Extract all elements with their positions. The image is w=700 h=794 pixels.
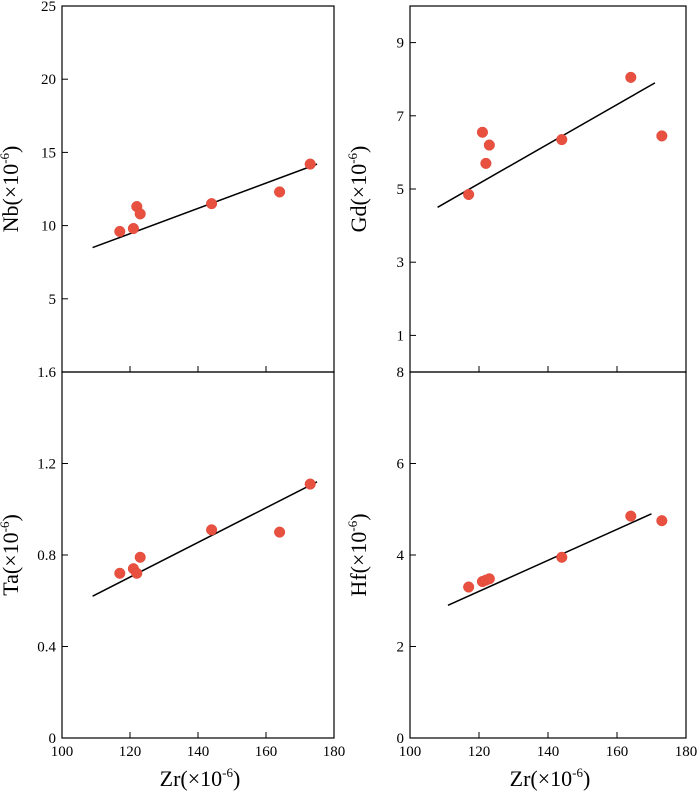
chart-panel-top-right: 1 3 5 7 9 Gd(×10-6) <box>345 5 687 373</box>
y-tick-label: 1.2 <box>37 457 56 473</box>
y-tick-label: 9 <box>397 36 405 52</box>
plot-frame <box>409 371 687 739</box>
data-point <box>556 551 568 563</box>
plot-frame <box>61 371 335 739</box>
plot-frame <box>61 5 335 373</box>
x-tick-label: 180 <box>323 744 346 760</box>
x-tick-label: 160 <box>606 744 629 760</box>
y-tick-label: 2 <box>397 640 405 656</box>
y-tick-label: 0 <box>49 731 57 747</box>
data-point <box>656 130 668 142</box>
trend-line <box>92 163 318 249</box>
data-point <box>274 526 286 538</box>
y-tick-label: 15 <box>41 145 56 161</box>
data-point <box>206 524 218 536</box>
data-point <box>656 515 668 527</box>
x-tick-label: 100 <box>51 744 74 760</box>
y-axis-title: Nb(×10-6) <box>0 146 23 233</box>
data-point <box>556 134 568 146</box>
data-point <box>463 188 475 201</box>
trend-line <box>447 513 652 607</box>
x-tick-label: 140 <box>537 744 560 760</box>
y-tick-label: 0 <box>397 731 405 747</box>
chart-panel-bottom-left: 0 0.4 0.8 1.2 1.6 100 120 140 160 180 Ta(×10-6) Zr(… <box>0 365 345 791</box>
data-point <box>127 222 139 235</box>
y-axis-title: Hf(×10-6) <box>345 513 371 596</box>
y-tick-label: 8 <box>397 365 405 381</box>
y-tick-label: 20 <box>41 72 56 88</box>
data-point <box>114 567 126 579</box>
x-axis-title: Zr(×10-6) <box>510 765 591 791</box>
chart-panel-top-left: 5 10 15 20 25 Nb(×10-6) <box>0 0 335 373</box>
y-axis-title: Gd(×10-6) <box>345 146 371 233</box>
y-tick-label: 3 <box>397 255 405 271</box>
x-tick-label: 140 <box>187 744 210 760</box>
y-tick-label: 0.4 <box>37 640 56 656</box>
data-point <box>114 225 126 238</box>
data-point <box>483 573 495 585</box>
data-point <box>463 581 475 593</box>
y-tick-label: 10 <box>41 219 56 235</box>
x-tick-label: 120 <box>119 744 142 760</box>
y-tick-label: 25 <box>41 0 56 15</box>
y-tick-label: 1 <box>397 328 405 344</box>
data-point <box>206 198 218 210</box>
trend-line <box>437 82 656 208</box>
data-point <box>476 126 489 138</box>
x-axis-title: Zr(×10-6) <box>160 765 241 791</box>
y-tick-label: 4 <box>397 548 405 564</box>
x-tick-label: 100 <box>399 744 422 760</box>
data-point <box>134 208 146 220</box>
data-point <box>134 551 146 563</box>
data-point <box>304 478 316 490</box>
y-tick-label: 0.8 <box>37 548 56 564</box>
plot-frame <box>409 5 687 373</box>
y-tick-label: 6 <box>397 457 405 473</box>
chart-panel-bottom-right: 0 2 4 6 8 100 120 140 160 180 Hf(×10-6) Zr(×10-6) <box>345 365 697 791</box>
y-tick-label: 7 <box>397 109 405 125</box>
x-tick-label: 180 <box>675 744 698 760</box>
y-tick-label: 5 <box>49 292 57 308</box>
trend-line <box>92 481 318 597</box>
x-tick-label: 160 <box>255 744 278 760</box>
y-tick-label: 1.6 <box>37 365 56 381</box>
data-point <box>625 510 637 522</box>
x-tick-label: 120 <box>468 744 491 760</box>
data-point <box>483 139 495 151</box>
data-point <box>274 186 286 198</box>
data-point <box>304 158 316 170</box>
data-point <box>480 157 492 169</box>
y-tick-label: 5 <box>397 182 405 198</box>
data-point <box>625 71 637 83</box>
y-axis-title: Ta(×10-6) <box>0 514 23 596</box>
data-point <box>131 567 143 579</box>
